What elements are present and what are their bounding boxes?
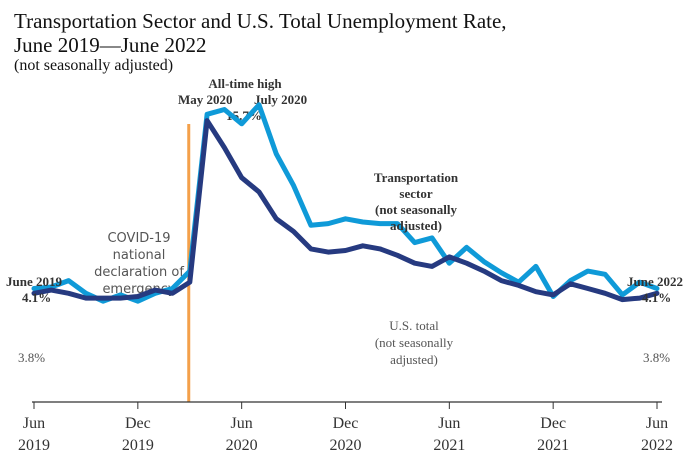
end-transport-value: 4.1% [642, 290, 671, 305]
x-tick-month-label: Jun [23, 415, 45, 432]
series-us-total-line [31, 118, 660, 303]
x-tick-month-label: Dec [540, 415, 566, 432]
chart-subtitle: (not seasonally adjusted) [14, 57, 173, 74]
x-tick-month-label: Dec [125, 415, 151, 432]
x-tick-year-label: 2020 [226, 437, 258, 454]
chart-title-line-2: June 2019—June 2022 [14, 33, 207, 57]
start-total-value: 3.8% [18, 350, 45, 365]
end-period-label: June 2022 [627, 274, 683, 289]
x-tick-year-label: 2022 [641, 437, 673, 454]
x-tick-month-label: Jun [231, 415, 253, 432]
covid-note-line-2: national [113, 248, 166, 263]
total-label-line-1: U.S. total [389, 318, 439, 333]
total-label-line-3: adjusted) [390, 352, 438, 367]
start-period-label: June 2019 [6, 274, 62, 289]
end-total-value: 3.8% [643, 350, 670, 365]
chart-title-line-1: Transportation Sector and U.S. Total Une… [14, 9, 507, 33]
x-tick-month-label: Dec [333, 415, 359, 432]
transport-label-line-2: sector [399, 186, 432, 201]
x-tick-year-label: 2019 [18, 437, 50, 454]
peak-note-right-month: July 2020 [254, 92, 307, 107]
x-tick-month-label: Jun [646, 415, 668, 432]
x-tick-year-label: 2020 [330, 437, 362, 454]
total-label-line-2: (not seasonally [375, 335, 454, 350]
covid-note: COVID-19 national declaration of emergen… [94, 231, 184, 297]
x-axis-ticks: Jun 2019 Dec 2019 Jun 2020 Dec 2020 Jun 2021 Dec 20… [18, 402, 673, 454]
x-tick-month-label: Jun [438, 415, 460, 432]
x-tick-year-label: 2021 [537, 437, 569, 454]
start-transport-value: 4.1% [22, 290, 51, 305]
peak-annotation: All-time high May 2020 July 2020 15.7% [178, 76, 307, 123]
covid-note-line-3: declaration of [94, 265, 184, 280]
peak-note-left-month: May 2020 [178, 92, 233, 107]
total-series-label: U.S. total (not seasonally adjusted) [375, 318, 454, 367]
x-tick-year-label: 2021 [433, 437, 465, 454]
transport-series-label: Transportation sector (not seasonally ad… [374, 170, 459, 233]
transport-label-line-3: (not seasonally [375, 202, 457, 217]
covid-note-line-1: COVID-19 [107, 231, 170, 246]
transport-label-line-4: adjusted) [390, 218, 442, 233]
x-tick-year-label: 2019 [122, 437, 154, 454]
transport-label-line-1: Transportation [374, 170, 459, 185]
peak-note-title: All-time high [208, 76, 282, 91]
